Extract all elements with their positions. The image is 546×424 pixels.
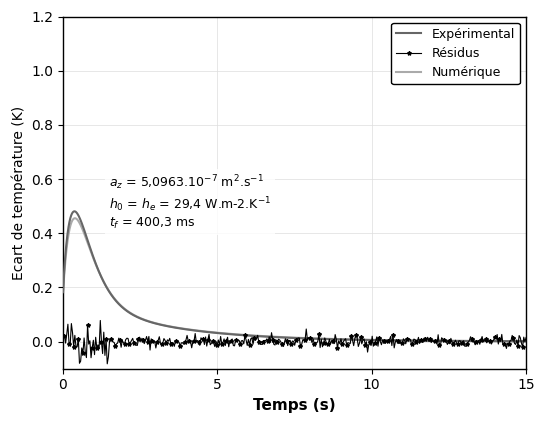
Numérique: [514, 339, 520, 344]
Expérimental: [523, 339, 530, 344]
Expérimental: [112, 298, 119, 303]
Numérique: [112, 298, 119, 303]
Expérimental: [514, 339, 520, 344]
Y-axis label: Ecart de température (K): Ecart de température (K): [11, 106, 26, 280]
Résidus: [399, 341, 406, 346]
Expérimental: [238, 332, 244, 338]
Numérique: [464, 338, 471, 343]
Numérique: [258, 333, 264, 338]
Text: $a_z$ = 5,0963.10$^{-7}$ m$^2$.s$^{-1}$
$h_0$ = $h_e$ = 29,4 W.m-2.K$^{-1}$
$t_f: $a_z$ = 5,0963.10$^{-7}$ m$^2$.s$^{-1}$ …: [109, 174, 271, 231]
Expérimental: [140, 317, 147, 322]
Legend: Expérimental, Résidus, Numérique: Expérimental, Résidus, Numérique: [391, 23, 520, 84]
Résidus: [104, 361, 110, 366]
Numérique: [238, 332, 244, 337]
Expérimental: [60, 290, 66, 295]
Numérique: [60, 293, 66, 298]
Résidus: [119, 338, 126, 343]
Expérimental: [71, 209, 78, 214]
Résidus: [61, 333, 68, 338]
X-axis label: Temps (s): Temps (s): [253, 398, 336, 413]
Line: Expérimental: Expérimental: [63, 211, 526, 341]
Résidus: [354, 336, 360, 341]
Numérique: [140, 317, 147, 322]
Line: Résidus: Résidus: [62, 318, 528, 366]
Expérimental: [258, 334, 264, 339]
Résidus: [523, 335, 530, 340]
Numérique: [523, 339, 530, 344]
Résidus: [97, 318, 104, 323]
Numérique: [72, 216, 78, 221]
Line: Numérique: Numérique: [63, 218, 526, 341]
Résidus: [397, 340, 403, 345]
Résidus: [214, 343, 221, 348]
Résidus: [246, 342, 253, 347]
Expérimental: [464, 338, 471, 343]
